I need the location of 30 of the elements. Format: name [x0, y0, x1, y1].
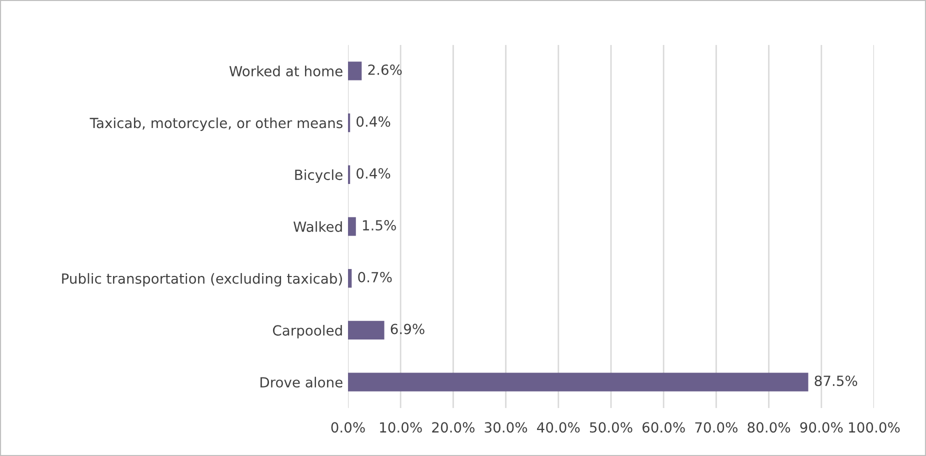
y-tick-label: Bicycle	[295, 169, 342, 183]
x-tick-label: 90.0%	[800, 422, 843, 433]
x-tick-label: 100.0%	[849, 422, 900, 433]
data-label: 2.6%	[368, 64, 402, 75]
bar	[348, 372, 808, 392]
bar	[348, 269, 352, 288]
y-tick-label: Walked	[293, 221, 342, 232]
data-label: 6.9%	[390, 324, 424, 334]
x-tick-label: 40.0%	[537, 422, 580, 433]
data-label: 0.7%	[358, 272, 392, 282]
x-tick-label: 70.0%	[695, 422, 738, 433]
data-label: 0.4%	[356, 168, 390, 179]
data-label: 1.5%	[362, 220, 396, 231]
x-tick-label: 50.0%	[590, 422, 632, 433]
data-label: 0.4%	[356, 116, 390, 127]
x-tick-label: 60.0%	[642, 422, 685, 433]
bar	[348, 217, 356, 236]
bar	[348, 62, 362, 80]
x-tick-label: 30.0%	[484, 422, 528, 433]
x-tick-label: 80.0%	[748, 422, 790, 433]
x-tick-label: 10.0%	[380, 422, 422, 433]
y-tick-label: Public transportation (excluding taxicab)	[62, 273, 342, 287]
x-tick-label: 0.0%	[331, 422, 365, 433]
y-tick-label: Worked at home	[229, 66, 342, 76]
y-tick-label: Taxicab, motorcycle, or other means	[90, 118, 342, 131]
y-tick-label: Carpooled	[272, 324, 342, 338]
bar	[348, 320, 384, 340]
data-label: 87.5%	[814, 376, 858, 386]
y-tick-label: Drove alone	[260, 376, 342, 388]
x-tick-label: 20.0%	[432, 422, 474, 433]
